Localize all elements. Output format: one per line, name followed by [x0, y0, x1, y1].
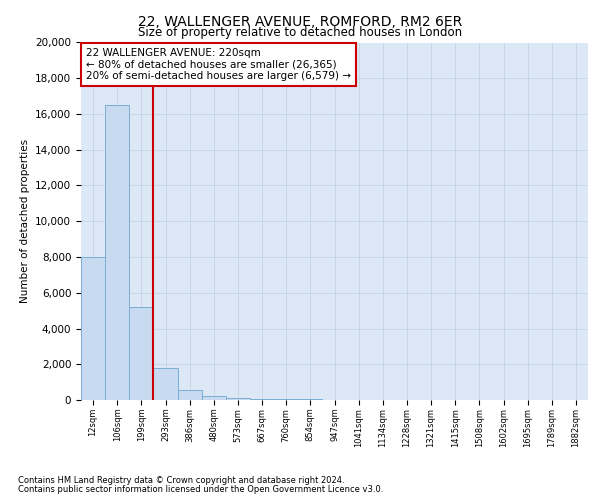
Text: Size of property relative to detached houses in London: Size of property relative to detached ho…	[138, 26, 462, 39]
Text: 22, WALLENGER AVENUE, ROMFORD, RM2 6ER: 22, WALLENGER AVENUE, ROMFORD, RM2 6ER	[138, 15, 462, 29]
Text: Contains HM Land Registry data © Crown copyright and database right 2024.: Contains HM Land Registry data © Crown c…	[18, 476, 344, 485]
Bar	[202, 396, 226, 400]
Bar	[81, 257, 105, 400]
Bar	[226, 398, 250, 400]
Y-axis label: Number of detached properties: Number of detached properties	[20, 139, 29, 304]
Bar	[250, 398, 274, 400]
Bar	[178, 390, 202, 400]
Bar	[274, 399, 298, 400]
Bar	[105, 105, 129, 400]
Text: 22 WALLENGER AVENUE: 220sqm
← 80% of detached houses are smaller (26,365)
20% of: 22 WALLENGER AVENUE: 220sqm ← 80% of det…	[86, 48, 351, 81]
Bar	[154, 368, 178, 400]
Bar	[129, 307, 154, 400]
Text: Contains public sector information licensed under the Open Government Licence v3: Contains public sector information licen…	[18, 485, 383, 494]
